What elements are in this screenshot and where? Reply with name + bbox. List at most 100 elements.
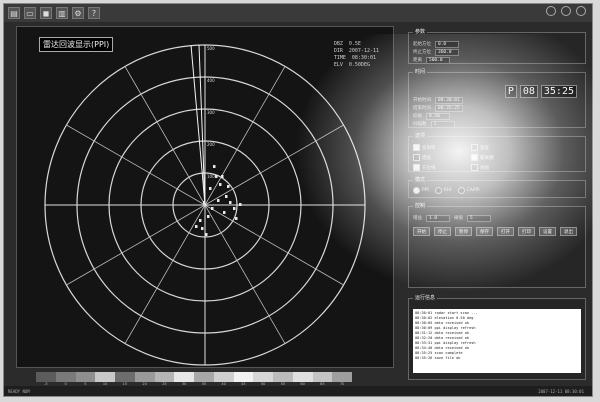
control-value[interactable]: 5	[467, 214, 491, 222]
echo-blob	[227, 185, 230, 188]
echo-blob	[229, 201, 232, 204]
control-button[interactable]: 保存	[476, 227, 493, 236]
mode-radio[interactable]: RHI	[434, 187, 452, 194]
radar-info-value: 2007-12-11	[348, 48, 379, 54]
control-button[interactable]: 打印	[518, 227, 535, 236]
clock-display: P 08 35:25	[504, 85, 577, 98]
azimuth-line	[124, 66, 206, 206]
control-button[interactable]: 打开	[497, 227, 514, 236]
control-button[interactable]: 退出	[560, 227, 577, 236]
option-checkbox[interactable]: 速度	[471, 144, 523, 151]
radar-info-key: TIME	[333, 55, 346, 61]
color-label: 0	[64, 382, 67, 386]
ring-label: 300	[207, 110, 215, 115]
minimize-icon[interactable]	[546, 6, 556, 16]
color-swatch	[332, 372, 352, 382]
param-value[interactable]: 0.0	[435, 40, 459, 48]
time-title: 时间	[413, 68, 428, 75]
time-row: 结束时间 08:35:25	[413, 104, 581, 112]
close-icon[interactable]	[576, 6, 586, 16]
control-button[interactable]: 暂停	[455, 227, 472, 236]
control-group: 控制 增益 1.0 阈值 5 开始 停止 暂停 保存 打开 打印 设置 退出	[408, 202, 586, 288]
color-swatch	[292, 372, 313, 382]
toolbar: ▤ ▭ ◼ ▥ ⚙ ?	[4, 4, 592, 22]
option-checkbox[interactable]: 地图	[471, 164, 523, 171]
radar-display[interactable]: 100 200 300 400 500 雷达回波显示(PPI) DBZ 0.5E DIR 20…	[16, 26, 394, 368]
app-window: ▤ ▭ ◼ ▥ ⚙ ? 100 200 300 400 500 雷达回波显示(PPI) …	[3, 3, 594, 397]
ring-label: 500	[207, 46, 215, 51]
ring-label: 200	[207, 142, 215, 147]
option-checkbox[interactable]: 谱宽	[413, 154, 465, 161]
color-label: 55	[280, 382, 286, 386]
color-swatch	[154, 372, 175, 382]
help-icon[interactable]: ?	[88, 7, 100, 19]
echo-blob	[207, 215, 210, 218]
control-row: 增益 1.0 阈值 5	[413, 214, 581, 222]
option-checkbox[interactable]: 距离圈	[471, 154, 523, 161]
ring-label: 400	[207, 78, 215, 83]
option-label: 方位线	[422, 165, 436, 171]
log-line: 08:30:01 radar start scan ...	[415, 311, 478, 315]
echo-blob	[233, 207, 236, 210]
save-icon[interactable]: ◼	[40, 7, 52, 19]
file-icon[interactable]: ▤	[8, 7, 20, 19]
param-value[interactable]: 360.0	[435, 48, 459, 56]
print-icon[interactable]: ▥	[56, 7, 68, 19]
options-group: 选项 反射率 速度 谱宽 距离圈 方位线 地图	[408, 132, 586, 172]
log-list[interactable]: 08:30:01 radar start scan ... 08:30:02 el…	[413, 309, 581, 373]
radar-info-key: ELV	[333, 62, 343, 68]
color-label: -5	[44, 382, 48, 386]
time-value: 08:35:25	[435, 104, 463, 112]
control-button[interactable]: 设置	[539, 227, 556, 236]
echo-blob	[235, 217, 238, 220]
color-legend	[36, 372, 352, 386]
control-button[interactable]: 开始	[413, 227, 430, 236]
option-checkbox[interactable]: 方位线	[413, 164, 465, 171]
color-label: 45	[241, 382, 246, 386]
checkbox-icon	[413, 164, 420, 171]
echo-blob	[225, 195, 228, 198]
param-row: 距离 500.0	[413, 56, 581, 64]
control-value[interactable]: 1.0	[426, 214, 450, 222]
option-checkbox[interactable]: 反射率	[413, 144, 465, 151]
param-label: 起始方位	[413, 42, 431, 47]
color-label: 10	[102, 382, 108, 386]
echo-blob	[213, 165, 216, 168]
status-bar: READY NUM 2007-12-11 08:30:01	[4, 386, 592, 396]
color-swatch	[213, 372, 234, 382]
color-label: 35	[201, 382, 207, 386]
echo-blob	[239, 203, 242, 206]
color-legend-labels: -5 0 5 10 15 20 25 30 35 40 45 50 55 60 65 70	[36, 382, 352, 386]
checkbox-icon	[413, 154, 420, 161]
control-label: 增益	[413, 216, 422, 221]
maximize-icon[interactable]	[561, 6, 571, 16]
log-line: 08:33:31 ppi display refresh	[415, 341, 476, 345]
radar-info-row: DBZ 0.5E	[334, 41, 379, 48]
settings-icon[interactable]: ⚙	[72, 7, 84, 19]
mode-radio[interactable]: PPI	[413, 187, 429, 194]
color-label: 15	[122, 382, 128, 386]
param-label: 距离	[413, 58, 422, 63]
mode-radio[interactable]: CAPPI	[457, 187, 480, 194]
clock-minsec: 35:25	[540, 85, 577, 98]
control-button[interactable]: 停止	[434, 227, 451, 236]
color-swatch	[36, 372, 56, 382]
param-value[interactable]: 500.0	[426, 56, 450, 64]
log-line: 08:35:25 scan complete	[415, 351, 463, 355]
time-row: 扫描数 1	[413, 120, 581, 128]
color-label: 5	[84, 382, 87, 386]
param-row: 起始方位 0.0	[413, 40, 581, 48]
color-label: 70	[339, 382, 345, 386]
color-label: 25	[162, 382, 167, 386]
log-line: 08:35:26 save file ok	[415, 356, 461, 360]
checkbox-icon	[471, 164, 478, 171]
echo-blob	[221, 175, 224, 178]
azimuth-line	[204, 204, 344, 286]
time-label: 结束时间	[413, 106, 431, 111]
time-group: 时间 P 08 35:25 开始时间 08:30:01 结束时间 08:35:25 仰角…	[408, 68, 586, 128]
color-swatch	[194, 372, 214, 382]
color-swatch	[115, 372, 135, 382]
checkbox-icon	[471, 154, 478, 161]
open-icon[interactable]: ▭	[24, 7, 36, 19]
echo-blob	[211, 207, 214, 210]
